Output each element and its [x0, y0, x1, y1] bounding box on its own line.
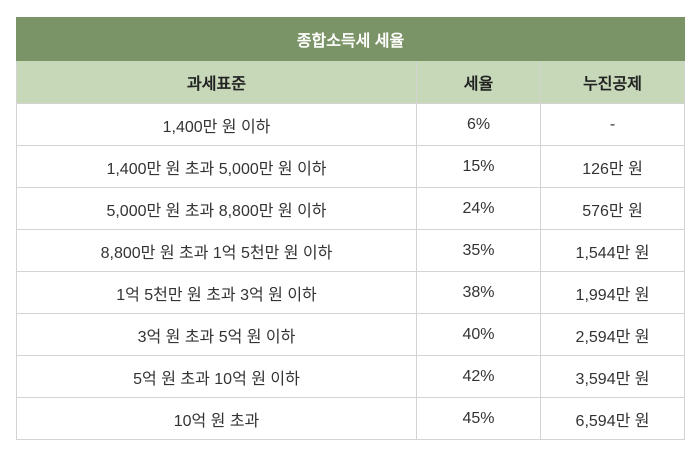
table-cell: 15% [416, 145, 541, 188]
table-cell: 38% [416, 271, 541, 314]
table-row: 8,800만 원 초과 1억 5천만 원 이하 35% 1,544만 원 [16, 229, 686, 272]
table-title: 종합소득세 세율 [15, 17, 686, 61]
header-cell: 누진공제 [539, 60, 686, 104]
header-cell: 과세표준 [16, 60, 417, 104]
table-cell: 5,000만 원 초과 8,800만 원 이하 [16, 187, 417, 230]
header-row: 과세표준 세율 누진공제 [16, 60, 686, 104]
table-row: 1억 5천만 원 초과 3억 원 이하 38% 1,994만 원 [16, 271, 686, 314]
table-row: 5,000만 원 초과 8,800만 원 이하 24% 576만 원 [16, 187, 686, 230]
table-cell: 45% [416, 397, 541, 440]
table-row: 1,400만 원 이하 6% - [16, 103, 686, 146]
table-cell: 35% [416, 229, 541, 272]
table-row: 5억 원 초과 10억 원 이하 42% 3,594만 원 [16, 355, 686, 398]
table-cell: 1,994만 원 [539, 271, 686, 314]
table-row: 10억 원 초과 45% 6,594만 원 [16, 397, 686, 440]
table-cell: 2,594만 원 [539, 313, 686, 356]
table-cell: 40% [416, 313, 541, 356]
table-cell: 1,400만 원 초과 5,000만 원 이하 [16, 145, 417, 188]
table-row: 1,400만 원 초과 5,000만 원 이하 15% 126만 원 [16, 145, 686, 188]
table-cell: 3억 원 초과 5억 원 이하 [16, 313, 417, 356]
table-cell: 8,800만 원 초과 1억 5천만 원 이하 [16, 229, 417, 272]
table-cell: - [539, 103, 686, 146]
table-cell: 6% [416, 103, 541, 146]
table-cell: 5억 원 초과 10억 원 이하 [16, 355, 417, 398]
table-cell: 1억 5천만 원 초과 3억 원 이하 [16, 271, 417, 314]
table-cell: 1,544만 원 [539, 229, 686, 272]
table-cell: 6,594만 원 [539, 397, 686, 440]
table-cell: 1,400만 원 이하 [16, 103, 417, 146]
table-cell: 126만 원 [539, 145, 686, 188]
tax-table: 종합소득세 세율 과세표준 세율 누진공제 1,400만 원 이하 6% -1,400만… [15, 17, 686, 440]
table-cell: 3,594만 원 [539, 355, 686, 398]
table-cell: 576만 원 [539, 187, 686, 230]
table-cell: 10억 원 초과 [16, 397, 417, 440]
table-row: 3억 원 초과 5억 원 이하 40% 2,594만 원 [16, 313, 686, 356]
table-cell: 42% [416, 355, 541, 398]
table-cell: 24% [416, 187, 541, 230]
header-cell: 세율 [416, 60, 541, 104]
